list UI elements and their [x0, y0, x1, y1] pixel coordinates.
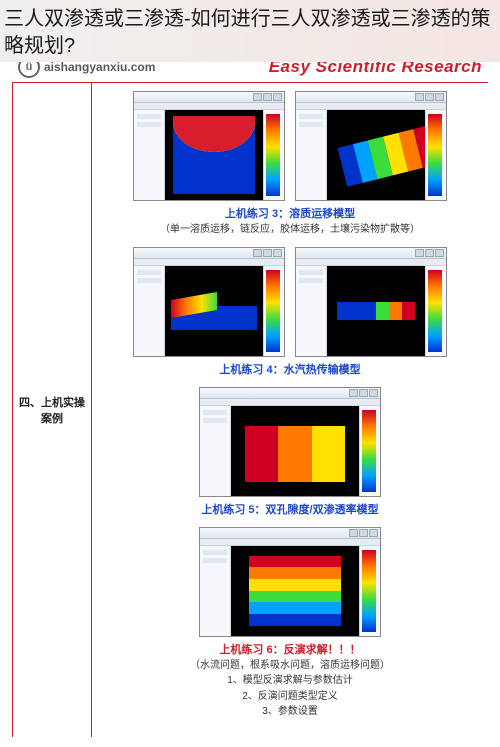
window-toolbar — [296, 259, 446, 266]
tree-panel — [296, 110, 327, 200]
app-window — [133, 247, 285, 357]
exercise-4: 上机练习 4：水汽热传输模型 — [98, 247, 482, 377]
maximize-icon — [425, 93, 434, 101]
legend-panel — [425, 266, 446, 356]
simulation-canvas — [231, 406, 359, 496]
simulation-canvas — [165, 110, 263, 200]
exercise-title: 上机练习 3：溶质运移模型 — [98, 205, 482, 221]
watermark-url: aishangyanxiu.com — [44, 60, 155, 74]
window-titlebar — [134, 92, 284, 103]
legend-panel — [359, 406, 380, 496]
tree-panel — [134, 110, 165, 200]
color-legend — [362, 550, 376, 632]
window-toolbar — [200, 399, 380, 406]
window-toolbar — [296, 103, 446, 110]
legend-panel — [263, 266, 284, 356]
maximize-icon — [263, 93, 272, 101]
legend-panel — [425, 110, 446, 200]
window-titlebar — [200, 388, 380, 399]
content-table: 四、上机实操案例 — [12, 82, 488, 737]
window-toolbar — [200, 539, 380, 546]
app-window — [199, 387, 381, 497]
exercise-5: 上机练习 5：双孔隙度/双渗透率模型 — [98, 387, 482, 517]
close-icon — [369, 389, 378, 397]
tree-panel — [200, 546, 231, 636]
simulation-canvas — [231, 546, 359, 636]
app-window — [199, 527, 381, 637]
window-titlebar — [134, 248, 284, 259]
close-icon — [273, 93, 282, 101]
exercise-6: 上机练习 6：反演求解！！！ （水流问题，根系吸水问题，溶质运移问题） 1、模型… — [98, 527, 482, 719]
exercise-title: 上机练习 6：反演求解！！！ — [98, 641, 482, 657]
legend-panel — [263, 110, 284, 200]
simulation-canvas — [327, 266, 425, 356]
simulation-canvas — [165, 266, 263, 356]
exercise-subtitle: （单一溶质运移，链反应，胶体运移，土壤污染物扩散等） — [98, 223, 482, 237]
maximize-icon — [359, 529, 368, 537]
color-legend — [428, 114, 442, 196]
minimize-icon — [253, 249, 262, 257]
exercise-line: 1、模型反演求解与参数估计 — [98, 674, 482, 688]
tree-panel — [134, 266, 165, 356]
exercise-subtitle: （水流问题，根系吸水问题，溶质运移问题） — [98, 659, 482, 673]
minimize-icon — [415, 93, 424, 101]
exercise-line: 2、反演问题类型定义 — [98, 690, 482, 704]
close-icon — [273, 249, 282, 257]
minimize-icon — [415, 249, 424, 257]
color-legend — [428, 270, 442, 352]
tree-panel — [200, 406, 231, 496]
close-icon — [435, 93, 444, 101]
legend-panel — [359, 546, 380, 636]
color-legend — [362, 410, 376, 492]
page-title: 三人双渗透或三渗透-如何进行三人双渗透或三渗透的策略规划? — [0, 0, 500, 62]
app-window — [295, 91, 447, 201]
app-window — [133, 91, 285, 201]
maximize-icon — [359, 389, 368, 397]
color-legend — [266, 270, 280, 352]
minimize-icon — [349, 389, 358, 397]
exercise-title: 上机练习 4：水汽热传输模型 — [98, 361, 482, 377]
window-titlebar — [296, 92, 446, 103]
close-icon — [435, 249, 444, 257]
exercise-3: 上机练习 3：溶质运移模型 （单一溶质运移，链反应，胶体运移，土壤污染物扩散等） — [98, 91, 482, 237]
section-number-cell: 四、上机实操案例 — [13, 83, 92, 737]
minimize-icon — [253, 93, 262, 101]
window-titlebar — [296, 248, 446, 259]
tree-panel — [296, 266, 327, 356]
minimize-icon — [349, 529, 358, 537]
close-icon — [369, 529, 378, 537]
color-legend — [266, 114, 280, 196]
window-toolbar — [134, 259, 284, 266]
window-titlebar — [200, 528, 380, 539]
maximize-icon — [263, 249, 272, 257]
exercise-line: 3、参数设置 — [98, 705, 482, 719]
window-toolbar — [134, 103, 284, 110]
exercise-title: 上机练习 5：双孔隙度/双渗透率模型 — [98, 501, 482, 517]
simulation-canvas — [327, 110, 425, 200]
maximize-icon — [425, 249, 434, 257]
section-body-cell: 上机练习 3：溶质运移模型 （单一溶质运移，链反应，胶体运移，土壤污染物扩散等） — [92, 83, 488, 737]
app-window — [295, 247, 447, 357]
